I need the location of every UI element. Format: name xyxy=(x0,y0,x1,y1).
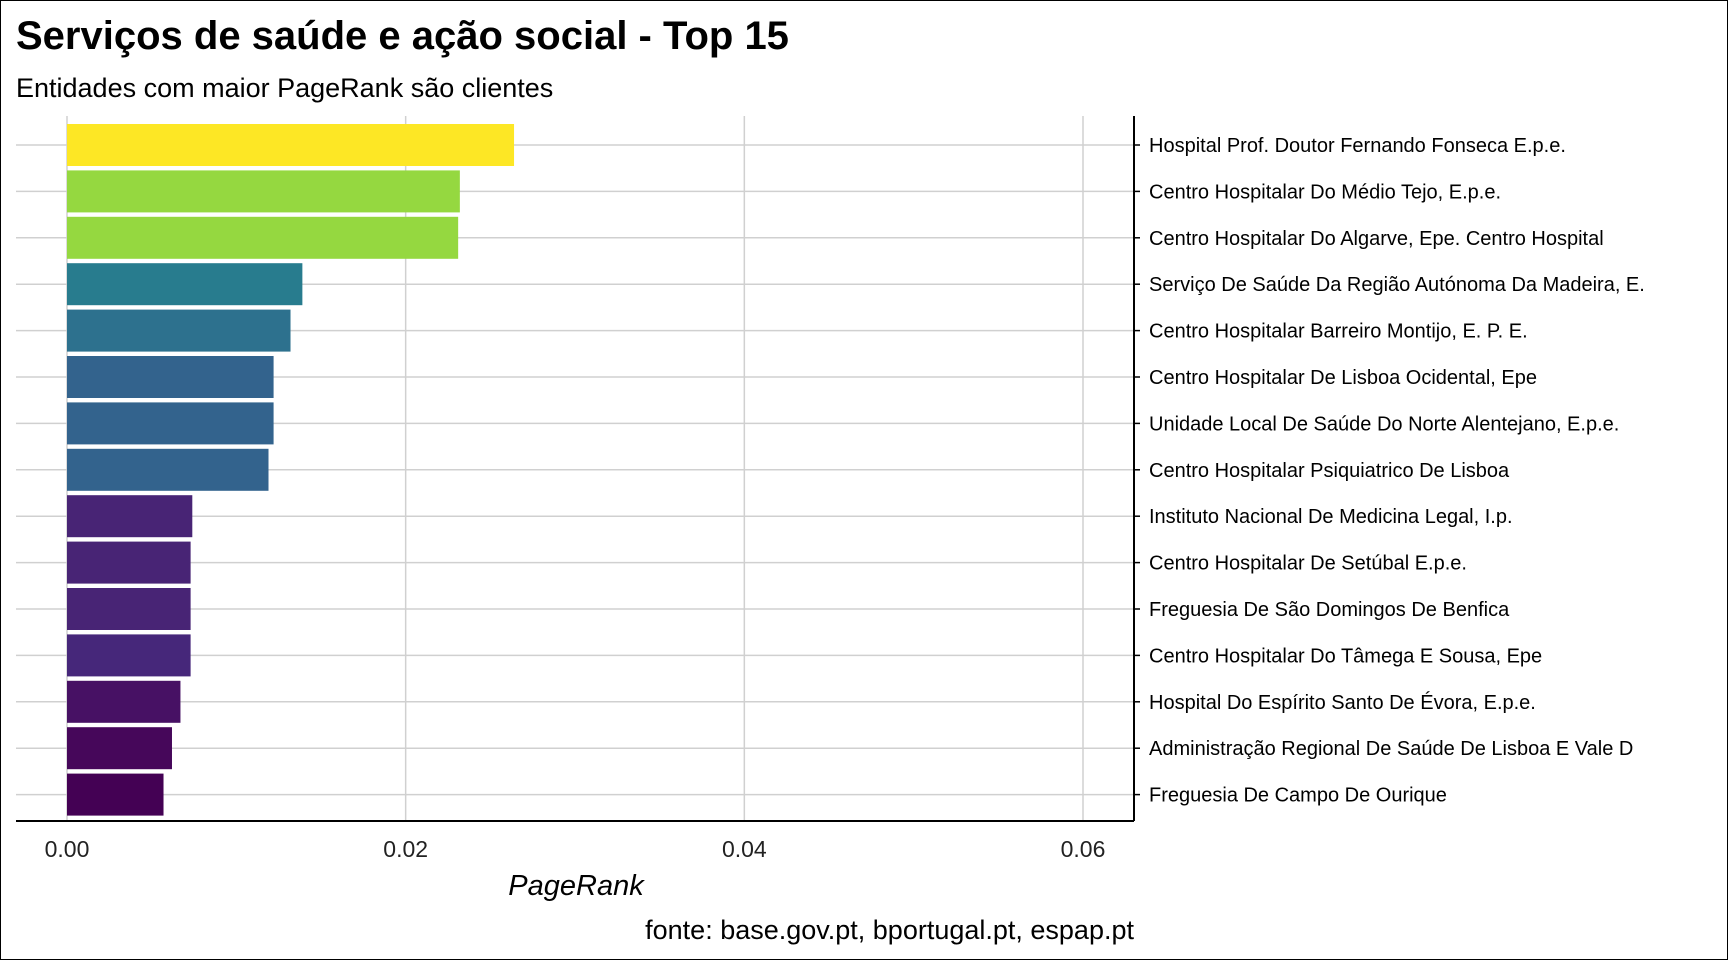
bar xyxy=(67,727,172,770)
bars xyxy=(67,124,515,816)
category-label: Centro Hospitalar Do Tâmega E Sousa, Epe xyxy=(1149,645,1542,667)
bar xyxy=(67,680,181,723)
category-label: Centro Hospitalar Psiquiatrico De Lisboa xyxy=(1149,460,1510,482)
x-tick-label: 0.04 xyxy=(722,836,767,862)
chart-title: Serviços de saúde e ação social - Top 15 xyxy=(16,14,789,58)
bar xyxy=(67,216,459,259)
chart-caption: fonte: base.gov.pt, bportugal.pt, espap.… xyxy=(645,915,1134,945)
category-label: Instituto Nacional De Medicina Legal, I.… xyxy=(1149,506,1513,528)
category-label: Hospital Do Espírito Santo De Évora, E.p… xyxy=(1149,691,1536,714)
bar xyxy=(67,309,291,352)
axes xyxy=(16,116,1140,822)
bar xyxy=(67,402,274,445)
category-label: Hospital Prof. Doutor Fernando Fonseca E… xyxy=(1149,135,1566,157)
category-label: Serviço De Saúde Da Região Autónoma Da M… xyxy=(1149,274,1645,296)
category-label: Centro Hospitalar Barreiro Montijo, E. P… xyxy=(1149,321,1528,343)
x-tick-labels: 0.00 0.02 0.04 0.06 xyxy=(45,836,1106,862)
bar xyxy=(67,356,274,398)
bar xyxy=(67,263,303,306)
bar xyxy=(67,124,515,166)
category-label: Freguesia De Campo De Ourique xyxy=(1149,785,1447,807)
x-tick-label: 0.06 xyxy=(1061,836,1106,862)
chart-subtitle: Entidades com maior PageRank são cliente… xyxy=(16,73,553,103)
category-label: Centro Hospitalar Do Médio Tejo, E.p.e. xyxy=(1149,181,1501,203)
category-labels: Hospital Prof. Doutor Fernando Fonseca E… xyxy=(1149,135,1645,807)
x-tick-label: 0.02 xyxy=(383,836,428,862)
x-tick-label: 0.00 xyxy=(45,836,90,862)
bar xyxy=(67,541,191,584)
bar xyxy=(67,588,191,630)
category-label: Unidade Local De Saúde Do Norte Alenteja… xyxy=(1149,413,1619,435)
category-label: Centro Hospitalar Do Algarve, Epe. Centr… xyxy=(1149,228,1604,250)
bar xyxy=(67,634,191,677)
category-label: Administração Regional De Saúde De Lisbo… xyxy=(1149,738,1633,760)
bar xyxy=(67,495,193,538)
category-label: Centro Hospitalar De Setúbal E.p.e. xyxy=(1149,553,1467,575)
category-label: Centro Hospitalar De Lisboa Ocidental, E… xyxy=(1149,367,1537,389)
bar xyxy=(67,448,269,491)
bar xyxy=(67,170,460,213)
category-label: Freguesia De São Domingos De Benfica xyxy=(1149,599,1510,621)
x-axis-label: PageRank xyxy=(508,870,645,902)
bar xyxy=(67,773,164,816)
